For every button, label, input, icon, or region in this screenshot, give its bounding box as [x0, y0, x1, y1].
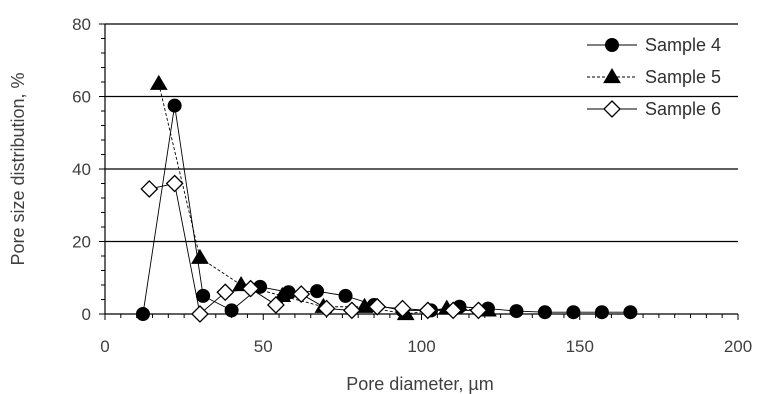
x-tick-label: 100: [407, 337, 435, 356]
data-point: [216, 283, 235, 302]
data-point: [418, 301, 437, 320]
data-point: [292, 285, 311, 303]
data-point: [444, 301, 463, 320]
series-3: [140, 174, 488, 323]
series-group: [135, 74, 638, 323]
data-point: [196, 288, 211, 303]
x-tick-label: 0: [100, 337, 109, 356]
data-point: [191, 305, 209, 323]
y-tick-label: 20: [72, 233, 91, 252]
series-line: [142, 105, 631, 315]
x-tick-label: 150: [566, 337, 594, 356]
x-axis-title: Pore diameter, µm: [346, 374, 493, 394]
data-point: [165, 174, 184, 193]
data-point: [623, 305, 638, 320]
data-point: [317, 299, 336, 318]
data-point: [266, 296, 285, 314]
y-tick-label: 0: [82, 305, 91, 324]
data-point: [310, 284, 325, 299]
y-axis-title: Pore size distribution, %: [8, 72, 28, 265]
data-point: [135, 307, 150, 321]
series-1: [135, 98, 638, 321]
gridlines: [105, 23, 738, 243]
data-point: [140, 180, 159, 198]
data-point: [273, 286, 292, 302]
data-point: [594, 305, 609, 320]
data-point: [469, 301, 488, 320]
data-point: [368, 297, 387, 316]
legend-label: Sample 4: [645, 35, 721, 55]
legend-marker: [603, 100, 621, 118]
series-line: [158, 83, 488, 315]
y-tick-label: 80: [72, 15, 91, 34]
data-point: [393, 299, 412, 318]
data-point: [566, 305, 581, 320]
legend-label: Sample 6: [645, 99, 721, 119]
legend: Sample 4 Sample 5 Sample 6: [587, 35, 721, 119]
data-point: [149, 74, 168, 90]
x-tick-label: 200: [724, 337, 752, 356]
legend-marker: [603, 68, 621, 84]
y-tick-label: 60: [72, 88, 91, 107]
data-point: [509, 304, 524, 319]
series-2: [149, 74, 497, 321]
data-point: [167, 98, 182, 113]
axes: 0 20 40 60 80 0 50 100 150 200: [72, 15, 752, 356]
legend-label: Sample 5: [645, 67, 721, 87]
x-tick-label: 50: [254, 337, 273, 356]
data-point: [224, 303, 239, 318]
data-point: [338, 288, 353, 303]
data-point: [342, 301, 361, 320]
data-point: [241, 279, 260, 298]
legend-marker: [605, 38, 619, 52]
data-point: [191, 248, 209, 264]
data-point: [537, 305, 552, 320]
y-tick-label: 40: [72, 160, 91, 179]
